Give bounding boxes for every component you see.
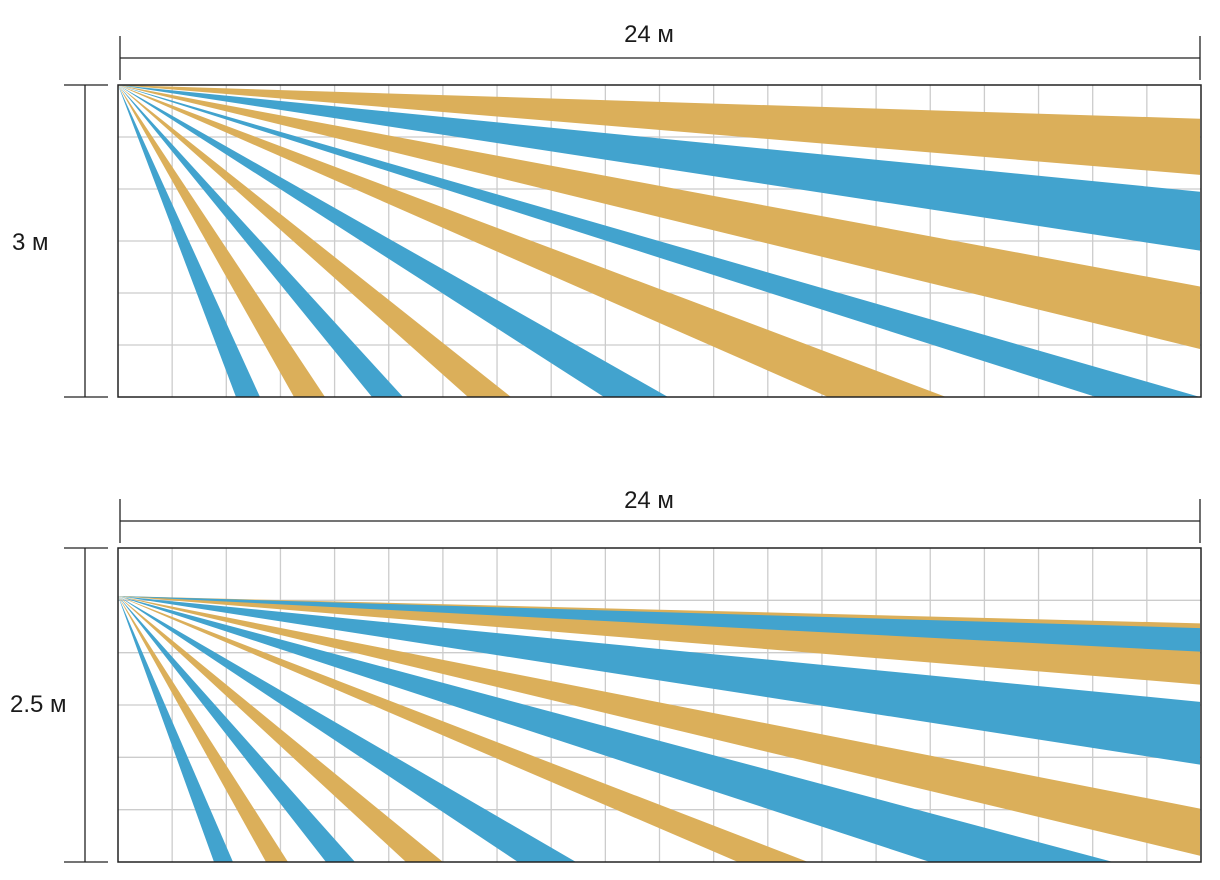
beam-orange-6 (118, 85, 946, 397)
diagram-2-5m: 24 м 2.5 м (10, 487, 1202, 863)
height-label-2-5m: 2.5 м (10, 691, 67, 718)
beam-orange-8 (118, 596, 1200, 856)
beam-orange-10 (118, 85, 1200, 175)
beam-blue-3 (118, 85, 403, 397)
height-dimension-3m: 3 м (12, 84, 108, 398)
height-label-3m: 3 м (12, 229, 49, 256)
height-dimension-2-5m: 2.5 м (10, 547, 108, 863)
beam-orange-8 (118, 85, 1200, 349)
width-dimension-3m: 24 м (119, 21, 1201, 80)
beam-blue-9 (118, 596, 1200, 765)
beam-fan-2-5m (118, 596, 1200, 862)
diagram-3m: 24 м 3 м (12, 21, 1202, 398)
beam-orange-6 (118, 596, 808, 862)
floor-frame-3m (117, 84, 1202, 398)
floor-frame-2-5m (117, 547, 1202, 863)
beam-orange-2 (118, 85, 325, 397)
beam-blue-7 (118, 85, 1200, 397)
beam-blue-1 (118, 85, 260, 397)
beam-orange-10 (118, 596, 1200, 685)
beam-blue-5 (118, 85, 668, 397)
beam-blue-7 (118, 596, 1113, 862)
beam-orange-4 (118, 85, 511, 397)
width-dimension-2-5m: 24 м (119, 487, 1201, 543)
width-label-2-5m: 24 м (624, 487, 674, 514)
width-label-3m: 24 м (624, 21, 674, 48)
beam-orange-2 (118, 596, 288, 862)
beam-blue-3 (118, 596, 355, 862)
beam-fan-3m (118, 85, 1200, 397)
beam-blue-5 (118, 596, 576, 862)
beam-orange-4 (118, 596, 443, 862)
beam-blue-1 (118, 596, 233, 862)
beam-blue-9 (118, 85, 1200, 251)
beam-blue-11 (118, 596, 1200, 652)
